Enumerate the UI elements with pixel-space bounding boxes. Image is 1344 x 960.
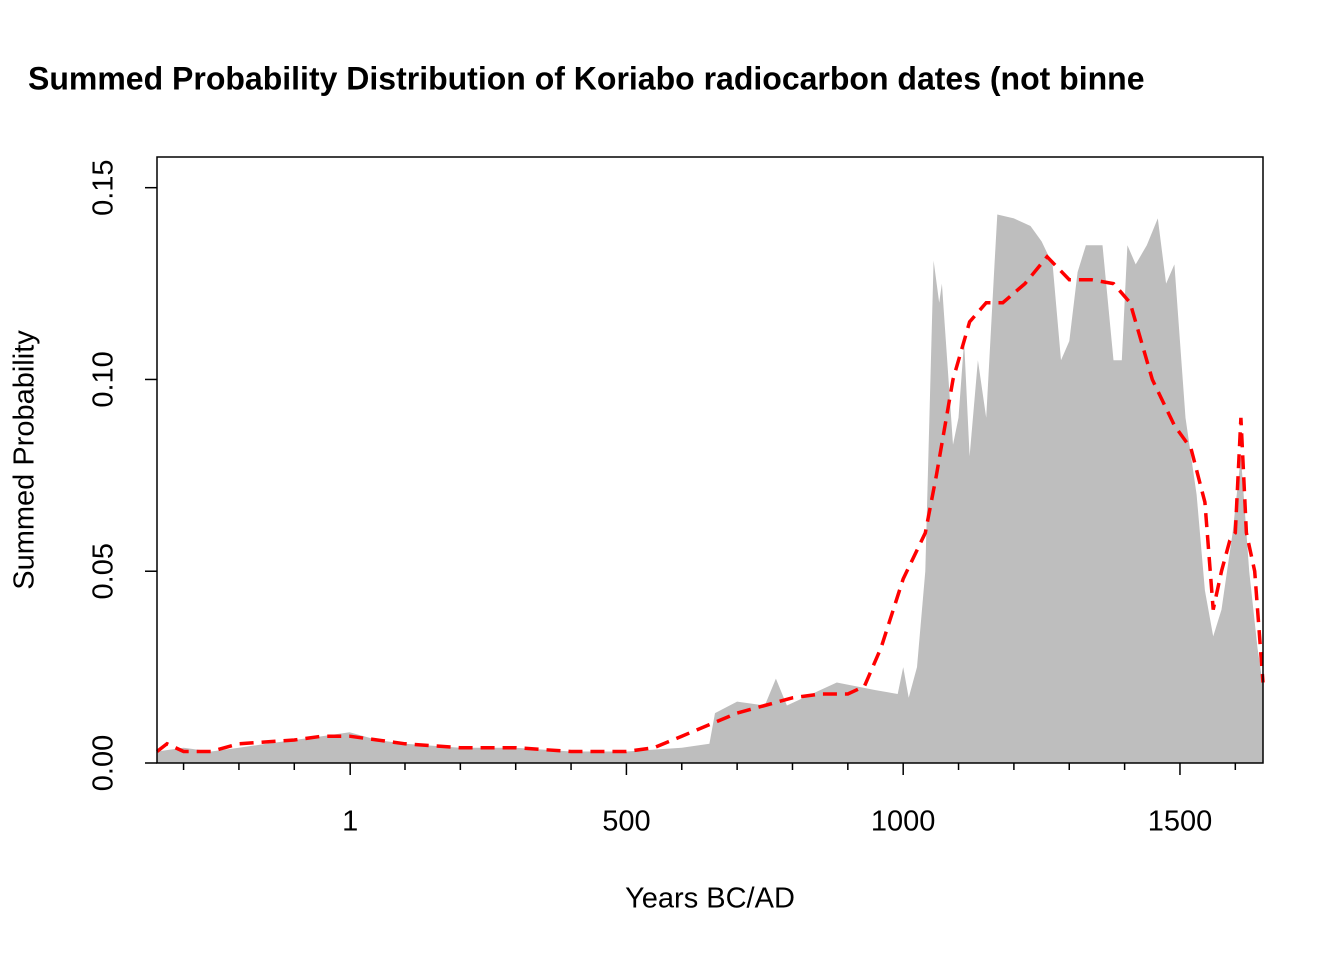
x-axis-label: Years BC/AD [625,883,795,915]
y-axis-label: Summed Probability [9,330,41,590]
chart-title: Summed Probability Distribution of Koria… [28,60,1145,96]
plot-frame [156,156,1264,764]
y-tick-label: 0.15 [88,159,120,215]
y-tick-label: 0.00 [88,735,120,791]
x-tick-label: 1 [342,806,358,838]
y-tick-label: 0.10 [88,351,120,407]
x-tick-label: 1000 [871,806,936,838]
fitted-line [155,254,1265,754]
y-tick-label: 0.05 [88,543,120,599]
spd-area [157,214,1263,763]
x-tick-label: 500 [602,806,650,838]
x-tick-label: 1500 [1148,806,1213,838]
